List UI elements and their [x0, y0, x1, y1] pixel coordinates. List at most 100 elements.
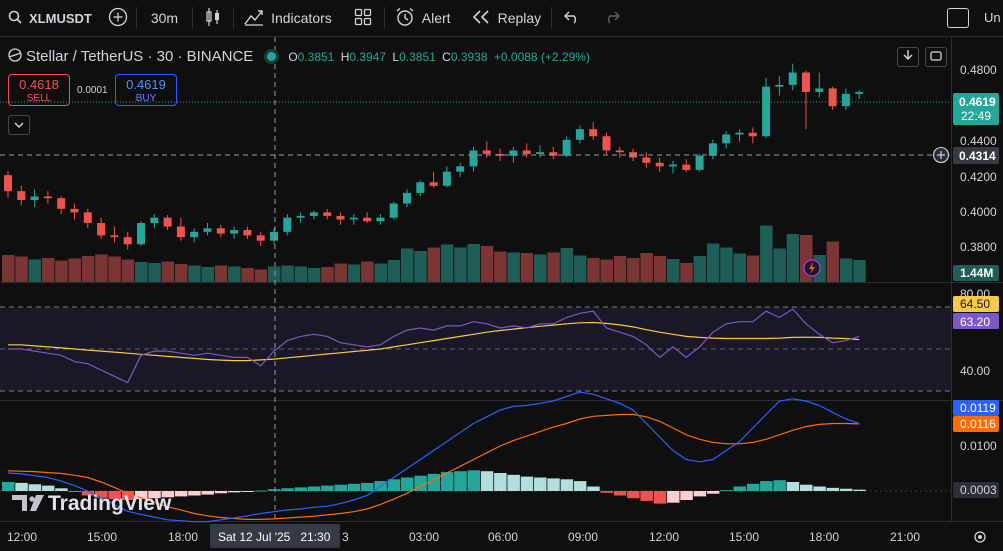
- candle-body: [748, 132, 757, 137]
- volume-bar: [680, 263, 693, 282]
- maximize-pane-button[interactable]: [925, 47, 947, 67]
- candle-body: [855, 92, 864, 94]
- unnamed-layout-label[interactable]: Un: [984, 10, 1001, 25]
- high-label: H: [340, 49, 350, 64]
- macd-histogram-bar: [693, 491, 707, 497]
- macd-histogram-bar: [108, 491, 121, 500]
- candle-body: [549, 152, 558, 156]
- undo-button[interactable]: [552, 0, 592, 37]
- candle-body: [482, 150, 491, 154]
- candle-body: [575, 129, 584, 140]
- maximize-icon: [930, 51, 942, 61]
- layouts-button[interactable]: [342, 0, 384, 37]
- macd-histogram-bar: [361, 482, 374, 491]
- candle-body: [110, 235, 119, 238]
- macd-histogram-bar: [387, 479, 401, 491]
- rsi-ma-label: [953, 296, 999, 312]
- last-price-label: [953, 93, 999, 125]
- candle-body: [562, 139, 571, 156]
- volume-bar: [228, 266, 241, 282]
- chart-type-button[interactable]: [193, 0, 233, 37]
- buy-price: 0.4619: [126, 77, 166, 92]
- add-alert-plus-button[interactable]: [932, 146, 950, 164]
- chart-canvas[interactable]: 0.4800 0.4400 0.4200 0.4000 0.3800 80.00…: [0, 37, 1003, 551]
- candle-body: [17, 191, 26, 200]
- replay-button[interactable]: Replay: [461, 0, 552, 37]
- volume-bar: [693, 256, 707, 282]
- candle-body: [815, 88, 824, 93]
- candle-body: [669, 164, 677, 167]
- volume-bar: [587, 258, 600, 282]
- compare-symbol-button[interactable]: [100, 0, 136, 37]
- macd-histogram-bar: [507, 474, 520, 491]
- macd-histogram-bar: [268, 489, 281, 491]
- collapse-legend-button[interactable]: [8, 115, 30, 135]
- macd-histogram-bar: [720, 490, 733, 492]
- volume-bar: [108, 256, 121, 282]
- macd-histogram-bar: [480, 471, 494, 491]
- candle-body: [190, 231, 199, 238]
- plus-circle-icon: [108, 7, 128, 30]
- macd-histogram-bar: [321, 485, 334, 491]
- candle-body: [602, 136, 611, 151]
- interval-button[interactable]: 30m: [137, 0, 192, 37]
- volume-bar: [600, 259, 613, 282]
- candle-body: [429, 182, 438, 186]
- volume-bars: [2, 225, 866, 282]
- scroll-down-button[interactable]: [897, 47, 919, 67]
- macd-histogram-bar: [627, 491, 640, 499]
- candle-body: [615, 150, 624, 153]
- signal-value: 0.0116: [960, 417, 996, 431]
- indicators-button[interactable]: Indicators: [234, 0, 342, 37]
- lightning-icon[interactable]: [803, 259, 821, 277]
- volume-bar: [81, 256, 95, 282]
- candle-body: [722, 134, 731, 144]
- candle-body: [708, 143, 717, 156]
- fullscreen-button[interactable]: [947, 8, 969, 28]
- chart-settings-gear-icon[interactable]: [974, 531, 986, 543]
- layout-grid-icon: [354, 8, 372, 29]
- macd-histogram-bar: [853, 489, 866, 491]
- sell-button[interactable]: 0.4618 SELL: [8, 74, 70, 106]
- macd-tick: 0.0100: [960, 439, 997, 453]
- symbol-title[interactable]: Stellar / TetherUS · 30 · BINANCE: [26, 48, 254, 65]
- candle-body: [4, 175, 12, 192]
- alert-button[interactable]: Alert: [385, 0, 461, 37]
- macd-value: 0.0119: [960, 401, 996, 415]
- macd-histogram-bar: [547, 478, 560, 491]
- volume-bar: [374, 263, 387, 282]
- volume-bar: [161, 261, 175, 282]
- candle-body: [376, 217, 385, 222]
- macd-histogram-bar: [440, 472, 454, 491]
- volume-bar: [307, 268, 321, 282]
- rsi-ma-line: [8, 321, 860, 362]
- candle-body: [363, 217, 372, 222]
- macd-histogram-bar: [95, 491, 108, 498]
- redo-button[interactable]: [592, 0, 632, 37]
- volume-value: 1.44M: [960, 266, 993, 280]
- symbol-search-button[interactable]: XLMUSDT: [0, 0, 100, 37]
- volume-bar: [241, 268, 254, 282]
- candle-body: [802, 72, 810, 93]
- bar-countdown: 22:49: [961, 109, 991, 123]
- buy-button[interactable]: 0.4619 BUY: [115, 74, 177, 106]
- macd-histogram-bar: [467, 470, 480, 491]
- price-tick: 0.3800: [960, 240, 997, 254]
- search-icon: [8, 10, 22, 27]
- time-tick: 03:00: [409, 530, 439, 544]
- chevron-down-icon: [14, 122, 24, 128]
- low-value: 0.3851: [399, 49, 436, 64]
- volume-bar: [268, 266, 281, 282]
- candle-body: [270, 231, 278, 241]
- buy-label: BUY: [135, 93, 157, 104]
- spread-value: 0.0001: [77, 85, 108, 96]
- candle-body: [323, 212, 332, 216]
- alarm-clock-icon: [395, 7, 415, 30]
- volume-bar: [746, 255, 760, 282]
- macd-histogram-bar: [254, 490, 268, 492]
- macd-histogram-bar: [667, 491, 680, 503]
- volume-bar: [347, 264, 361, 282]
- close-label: C: [442, 49, 451, 64]
- macd-histogram-bar: [148, 491, 161, 499]
- time-tick: 12:00: [649, 530, 679, 544]
